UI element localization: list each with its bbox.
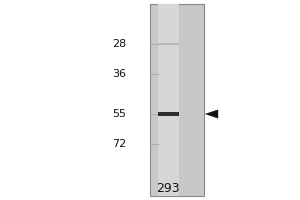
Bar [158, 112, 178, 116]
Text: 293: 293 [156, 182, 180, 196]
Bar [158, 43, 178, 45]
Text: 36: 36 [112, 69, 126, 79]
Text: 55: 55 [112, 109, 126, 119]
Bar [158, 4, 178, 196]
Text: 28: 28 [112, 39, 126, 49]
Bar [150, 4, 204, 196]
Polygon shape [206, 110, 218, 118]
Text: 72: 72 [112, 139, 126, 149]
